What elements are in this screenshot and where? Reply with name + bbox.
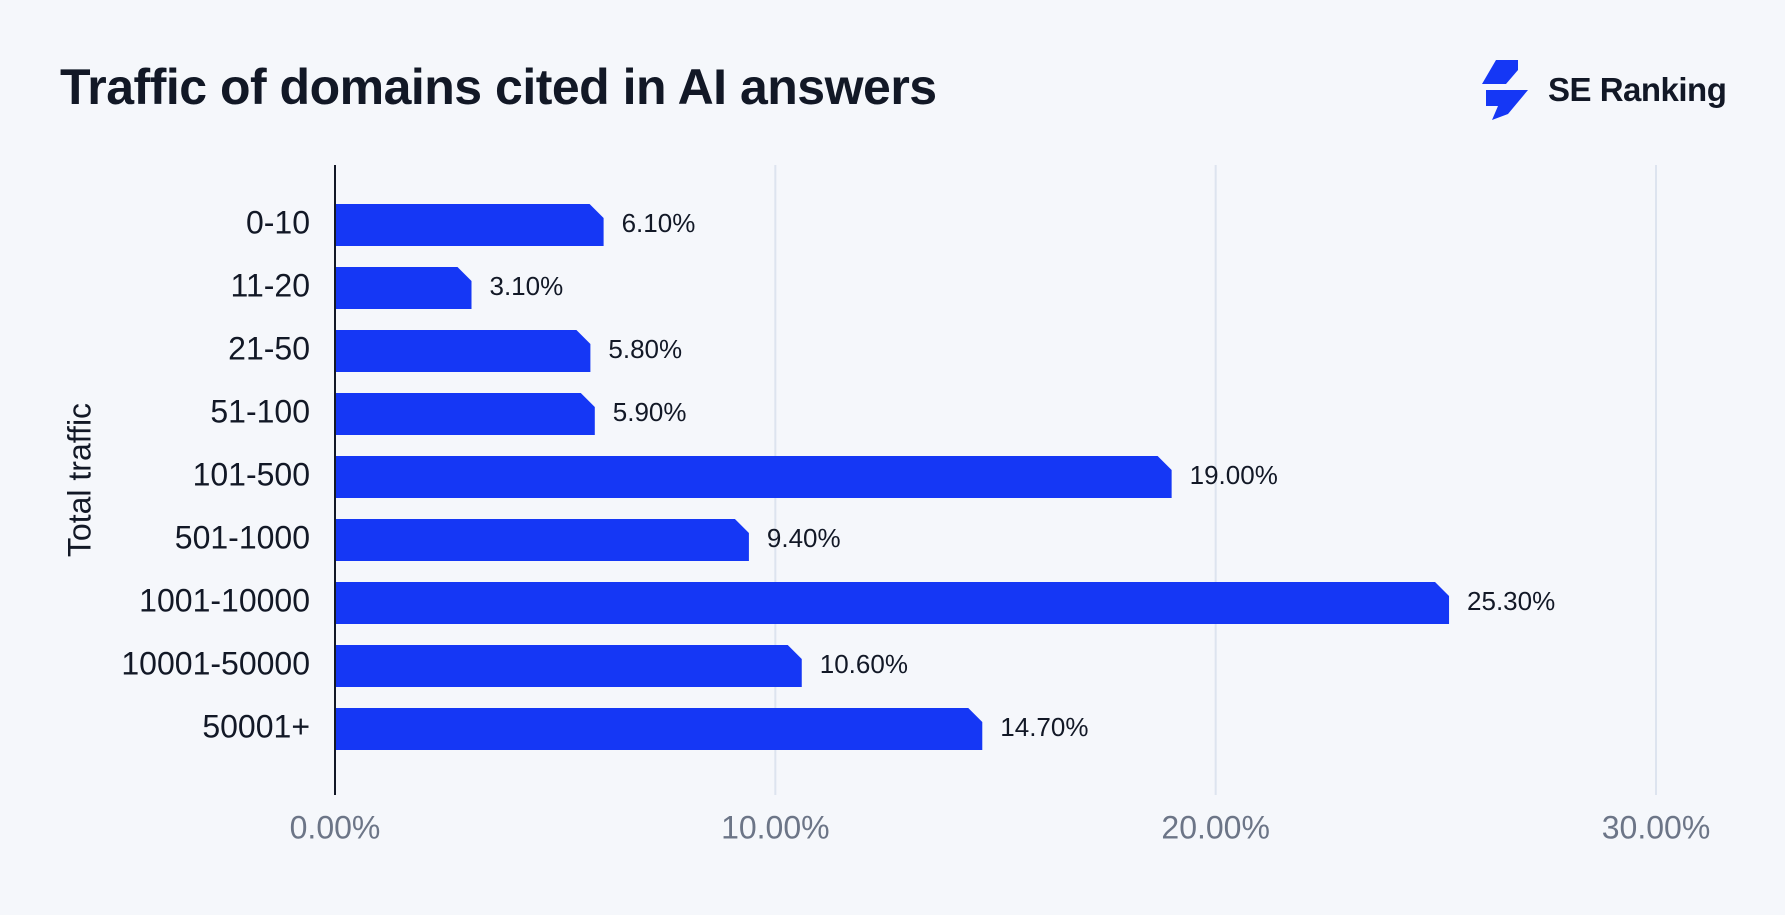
x-tick-label: 0.00%: [290, 809, 381, 845]
category-label: 10001-50000: [121, 645, 310, 681]
category-label: 1001-10000: [139, 582, 310, 618]
brand-name: SE Ranking: [1548, 71, 1727, 108]
x-tick-label: 20.00%: [1161, 809, 1270, 845]
category-label: 21-50: [228, 330, 310, 366]
bar: [335, 582, 1450, 624]
category-label: 501-1000: [175, 519, 310, 555]
value-label: 3.10%: [490, 271, 564, 301]
y-axis-title: Total traffic: [61, 403, 97, 557]
bars: [335, 204, 1450, 750]
bar: [335, 708, 983, 750]
bar: [335, 330, 591, 372]
value-label: 19.00%: [1190, 460, 1278, 490]
bar: [335, 456, 1172, 498]
bar: [335, 267, 472, 309]
bar: [335, 645, 802, 687]
x-tick-label: 30.00%: [1602, 809, 1711, 845]
value-label: 5.80%: [608, 334, 682, 364]
labels: 0.00% 10.00% 20.00% 30.00% 0-10 6.10% 11-20 3.1…: [121, 204, 1710, 845]
category-label: 0-10: [246, 204, 310, 240]
value-label: 5.90%: [613, 397, 687, 427]
se-ranking-logo-icon: [1482, 60, 1528, 120]
category-label: 11-20: [231, 267, 310, 303]
category-label: 51-100: [210, 393, 310, 429]
bar: [335, 519, 749, 561]
value-label: 25.30%: [1467, 586, 1555, 616]
brand: SE Ranking: [1476, 58, 1727, 122]
bar: [335, 204, 604, 246]
category-label: 101-500: [193, 456, 310, 492]
x-tick-label: 10.00%: [721, 809, 830, 845]
value-label: 10.60%: [820, 649, 908, 679]
value-label: 6.10%: [622, 208, 696, 238]
value-label: 14.70%: [1000, 712, 1088, 742]
value-label: 9.40%: [767, 523, 841, 553]
category-label: 50001+: [202, 708, 310, 744]
chart-title: Traffic of domains cited in AI answers: [60, 59, 937, 115]
bar: [335, 393, 595, 435]
